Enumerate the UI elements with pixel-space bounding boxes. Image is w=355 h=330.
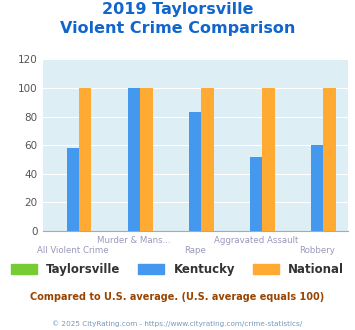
Legend: Taylorsville, Kentucky, National: Taylorsville, Kentucky, National [6,258,349,281]
Bar [79,88,92,231]
Bar [140,88,153,231]
Text: Rape: Rape [184,246,206,255]
Bar [262,88,275,231]
Text: © 2025 CityRating.com - https://www.cityrating.com/crime-statistics/: © 2025 CityRating.com - https://www.city… [53,321,302,327]
Bar [311,145,323,231]
Text: Compared to U.S. average. (U.S. average equals 100): Compared to U.S. average. (U.S. average … [31,292,324,302]
Text: Murder & Mans...: Murder & Mans... [97,236,171,245]
Bar [189,112,201,231]
Text: Aggravated Assault: Aggravated Assault [214,236,299,245]
Text: Violent Crime Comparison: Violent Crime Comparison [60,21,295,36]
Bar [323,88,336,231]
Bar [201,88,214,231]
Text: All Violent Crime: All Violent Crime [37,246,109,255]
Text: Robbery: Robbery [299,246,335,255]
Bar [128,88,140,231]
Text: 2019 Taylorsville: 2019 Taylorsville [102,2,253,16]
Bar [250,157,262,231]
Bar [67,148,79,231]
